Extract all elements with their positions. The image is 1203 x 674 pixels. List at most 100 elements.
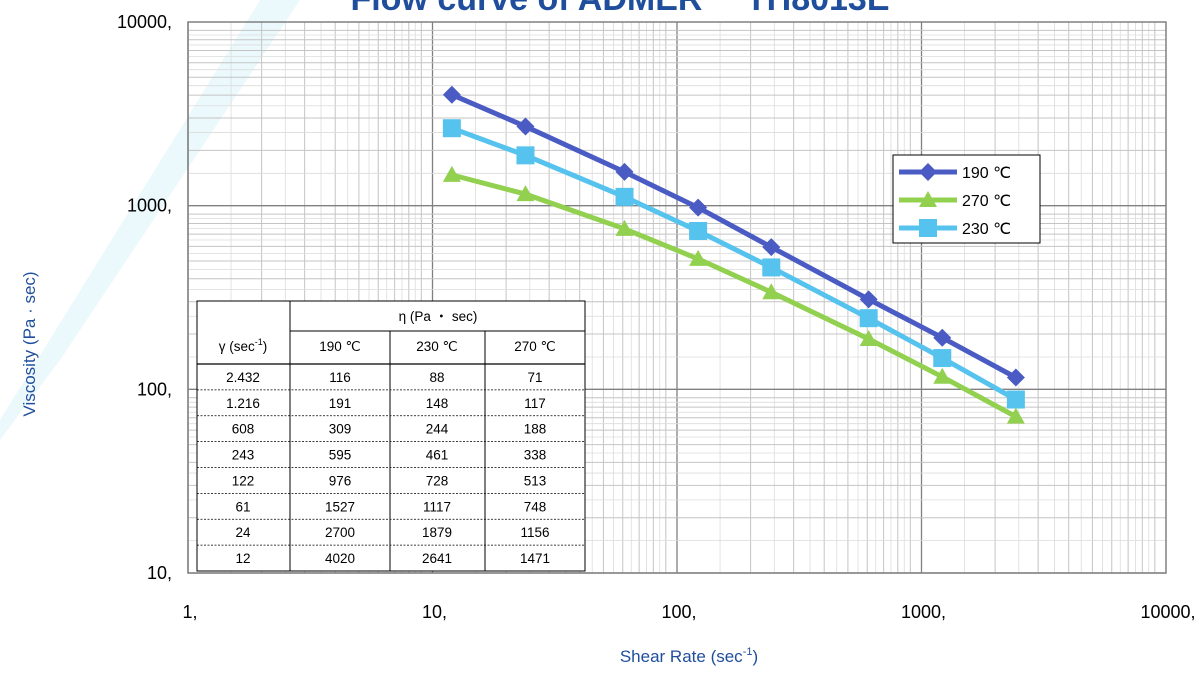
table-group-header: η (Pa ・ sec): [399, 309, 478, 324]
data-point: [615, 187, 634, 206]
data-point: [762, 238, 781, 257]
data-point: [933, 349, 952, 368]
data-point: [933, 367, 952, 384]
table-first-col-header-text: γ (sec: [219, 339, 255, 354]
data-point: [516, 146, 535, 165]
table-cell: 148: [426, 396, 449, 411]
data-point: [516, 117, 535, 136]
table-cell: 243: [232, 448, 255, 463]
x-tick-label: 1000,: [901, 602, 946, 622]
legend-label: 270 ℃: [962, 193, 1011, 210]
data-point: [442, 165, 461, 182]
series-layer: [442, 85, 1025, 424]
table-col-header-190: 190 ℃: [319, 339, 360, 354]
table-first-col-header-end: ): [263, 339, 268, 354]
table-cells: 2.432 116 88 71 1.216 191 148 117 608 309 244 188 24…: [226, 370, 550, 566]
x-axis-label-text: Shear Rate (sec: [620, 647, 743, 666]
table-cell: 12: [235, 551, 250, 566]
table-cell: 4020: [325, 551, 355, 566]
table-first-col-header-sup: -1: [255, 337, 263, 347]
table-cell: 338: [524, 448, 547, 463]
table-cell: 2641: [422, 551, 452, 566]
data-point: [859, 329, 878, 346]
table-background: [196, 300, 586, 572]
data-point: [933, 328, 952, 347]
legend-marker: [919, 191, 937, 207]
table-cell: 461: [426, 448, 449, 463]
data-point: [859, 309, 878, 328]
data-point: [615, 219, 634, 236]
data-point: [516, 185, 535, 202]
y-tick-label: 1000,: [127, 196, 172, 216]
table-cell: 728: [426, 473, 449, 488]
table-cell: 24: [235, 525, 251, 540]
background-swoosh: [0, 0, 300, 440]
legend-marker: [919, 163, 937, 181]
data-point: [1006, 407, 1025, 424]
data-point: [442, 119, 461, 138]
series-2: [442, 119, 1025, 409]
x-tick-label: 10,: [422, 602, 447, 622]
table-cell: 191: [329, 396, 352, 411]
table-cell: 1471: [520, 551, 550, 566]
legend-label: 190 ℃: [962, 165, 1011, 182]
y-tick-labels: 10, 100, 1000, 10000,: [117, 12, 172, 583]
y-tick-label: 10,: [147, 563, 172, 583]
y-tick-label: 10000,: [117, 12, 172, 32]
data-point: [615, 162, 634, 181]
chart-title: Flow curve of ADMER™ TH8013E: [350, 0, 889, 18]
x-tick-label: 1,: [182, 602, 197, 622]
y-axis-label: Viscosity (Pa · sec): [20, 271, 39, 416]
x-axis-label-sup: -1: [743, 646, 753, 658]
table-cell: 1.216: [226, 396, 260, 411]
table-cell: 1527: [325, 499, 355, 514]
table-cell: 116: [329, 370, 351, 385]
table-cell: 188: [524, 422, 547, 437]
legend-label: 230 ℃: [962, 221, 1011, 238]
data-point: [689, 198, 708, 217]
table-cell: 608: [232, 422, 255, 437]
data-point: [762, 283, 781, 300]
legend-marker: [919, 219, 937, 237]
data-point: [1006, 390, 1025, 409]
series-line: [450, 92, 1018, 380]
table-cell: 976: [329, 473, 352, 488]
legend: 190 ℃ 270 ℃ 230 ℃: [892, 154, 1041, 244]
series-line: [451, 172, 1018, 419]
x-tick-labels: 1, 10, 100, 1000, 10000,: [182, 602, 1195, 622]
table-cell: 513: [524, 473, 547, 488]
table-col-header-230: 230 ℃: [416, 339, 457, 354]
y-tick-label: 100,: [137, 379, 172, 399]
data-table: η (Pa ・ sec) γ (sec-1) 190 ℃ 230 ℃ 270 ℃…: [196, 300, 586, 572]
table-cell: 1879: [422, 525, 452, 540]
table-cell: 88: [429, 370, 444, 385]
table-cell: 1117: [423, 499, 451, 514]
table-cell: 61: [235, 499, 250, 514]
x-tick-label: 10000,: [1140, 602, 1195, 622]
data-point: [762, 258, 781, 277]
series-0: [442, 85, 1025, 387]
table-cell: 117: [524, 396, 546, 411]
table-lines: [197, 301, 585, 571]
table-col-header-270: 270 ℃: [514, 339, 555, 354]
table-cell: 748: [524, 499, 547, 514]
series-line: [450, 125, 1018, 402]
series-1: [442, 165, 1025, 424]
x-axis-label: Shear Rate (sec-1): [620, 646, 758, 666]
table-first-col-header: γ (sec-1): [219, 337, 268, 354]
data-point: [442, 85, 461, 104]
table-cell: 2700: [325, 525, 355, 540]
legend-items: 190 ℃ 270 ℃ 230 ℃: [899, 163, 1011, 238]
table-cell: 595: [329, 448, 352, 463]
data-point: [689, 249, 708, 266]
table-cell: 2.432: [226, 370, 260, 385]
data-point: [859, 290, 878, 309]
x-axis-label-end: ): [752, 647, 758, 666]
table-cell: 1156: [520, 525, 549, 540]
table-cell: 309: [329, 422, 352, 437]
table-cell: 244: [426, 422, 449, 437]
table-cell: 71: [527, 370, 542, 385]
table-cell: 122: [232, 473, 255, 488]
